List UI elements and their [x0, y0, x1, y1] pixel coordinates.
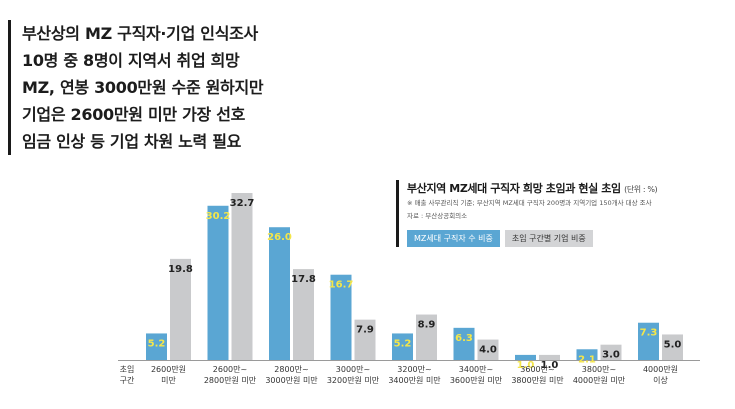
jobseeker-value-label-2: 30.2 [206, 211, 231, 222]
headline-line-4: 기업은 2600만원 미만 가장 선호 [22, 105, 246, 124]
company-bar-5 [416, 314, 437, 360]
x-tick-label-7-1: 3600만~ [520, 365, 554, 374]
company-bar-3 [293, 269, 314, 360]
chart-unit: (단위 : %) [624, 185, 658, 194]
x-tick-label-8-1: 3800만~ [582, 365, 616, 374]
chart-source: 자료 : 부산상공회의소 [407, 212, 468, 220]
company-value-label-2: 32.7 [230, 198, 255, 209]
jobseeker-value-label-5: 5.2 [394, 338, 412, 349]
chart-title: 부산지역 MZ세대 구직자 희망 초임과 현실 초임 (단위 : %) [407, 180, 707, 196]
x-tick-label-2-2: 2800만원 미만 [204, 376, 257, 385]
jobseeker-value-label-3: 26.0 [267, 232, 292, 243]
legend-item-companies: 초임 구간별 기업 비중 [504, 230, 593, 247]
company-value-label-5: 8.9 [418, 320, 436, 331]
x-tick-label-9-2: 이상 [653, 375, 668, 385]
chart-legend: 부산지역 MZ세대 구직자 희망 초임과 현실 초임 (단위 : %) ※ 매출… [396, 180, 707, 247]
x-axis-title-1: 초임 [120, 365, 135, 374]
jobseeker-bar-5 [392, 333, 413, 360]
jobseeker-bar-8 [576, 349, 598, 360]
jobseeker-value-label-1: 5.2 [148, 338, 166, 349]
company-bar-6 [477, 339, 499, 360]
chart-title-text: 부산지역 MZ세대 구직자 희망 초임과 현실 초임 [407, 182, 621, 195]
headline-line-3: MZ, 연봉 3000만원 수준 원하지만 [22, 78, 264, 97]
jobseeker-value-label-8: 2.1 [578, 354, 596, 365]
x-tick-label-9-1: 4000만원 [643, 365, 678, 374]
x-tick-label-1-1: 2600만원 [151, 365, 186, 374]
company-bar-1 [170, 258, 191, 360]
jobseeker-bar-2 [207, 205, 229, 360]
chart-note: ※ 매출 사무관리직 기준; 부산지역 MZ세대 구직자 200명과 지역기업 … [407, 199, 652, 207]
jobseeker-bar-4 [330, 274, 352, 360]
x-tick-label-2-1: 2600만~ [213, 365, 247, 374]
x-axis-title-2: 구간 [120, 375, 135, 385]
x-tick-label-8-2: 4000만원 미만 [573, 376, 626, 385]
x-tick-label-4-1: 3000만~ [336, 365, 370, 374]
x-tick-label-3-2: 3000만원 미만 [265, 376, 318, 385]
company-value-label-7: 1.0 [541, 360, 559, 371]
company-value-label-3: 17.8 [291, 274, 316, 285]
jobseeker-value-label-7: 1.0 [517, 360, 535, 371]
company-value-label-6: 4.0 [479, 345, 497, 356]
jobseeker-value-label-4: 16.7 [329, 280, 354, 291]
x-tick-label-1-2: 미만 [161, 376, 176, 385]
x-tick-label-5-1: 3200만~ [397, 365, 431, 374]
company-bar-8 [600, 344, 622, 360]
company-value-label-9: 5.0 [664, 339, 682, 350]
x-tick-label-5-2: 3400만원 미만 [388, 376, 441, 385]
headline-line-5: 임금 인상 등 기업 차원 노력 필요 [22, 132, 242, 151]
jobseeker-bar-9 [638, 322, 659, 360]
jobseeker-value-label-6: 6.3 [455, 333, 473, 344]
jobseeker-value-label-9: 7.3 [640, 328, 658, 339]
headline-line-2: 10명 중 8명이 지역서 취업 희망 [22, 51, 240, 70]
company-value-label-4: 7.9 [356, 325, 374, 336]
x-tick-label-6-2: 3600만원 미만 [450, 376, 503, 385]
legend-item-jobseekers: MZ세대 구직자 수 비중 [407, 230, 500, 247]
legend-items: MZ세대 구직자 수 비중 초임 구간별 기업 비중 [407, 230, 707, 247]
jobseeker-bar-3 [269, 227, 290, 360]
x-tick-label-7-2: 3800만원 미만 [511, 376, 564, 385]
company-value-label-1: 19.8 [168, 264, 193, 275]
company-value-label-8: 3.0 [602, 350, 620, 361]
headline: 부산상의 MZ 구직자·기업 인식조사 10명 중 8명이 지역서 취업 희망 … [8, 20, 264, 155]
company-bar-2 [231, 193, 253, 360]
jobseeker-bar-7 [515, 354, 536, 360]
jobseeker-bar-1 [146, 333, 167, 360]
jobseeker-bar-6 [453, 327, 475, 360]
company-bar-9 [662, 334, 683, 360]
x-tick-label-4-2: 3200만원 미만 [327, 376, 380, 385]
x-tick-label-3-1: 2800만~ [274, 365, 308, 374]
company-bar-7 [539, 354, 560, 360]
company-bar-4 [354, 319, 376, 360]
x-tick-label-6-1: 3400만~ [459, 365, 493, 374]
headline-line-1: 부산상의 MZ 구직자·기업 인식조사 [22, 24, 258, 43]
